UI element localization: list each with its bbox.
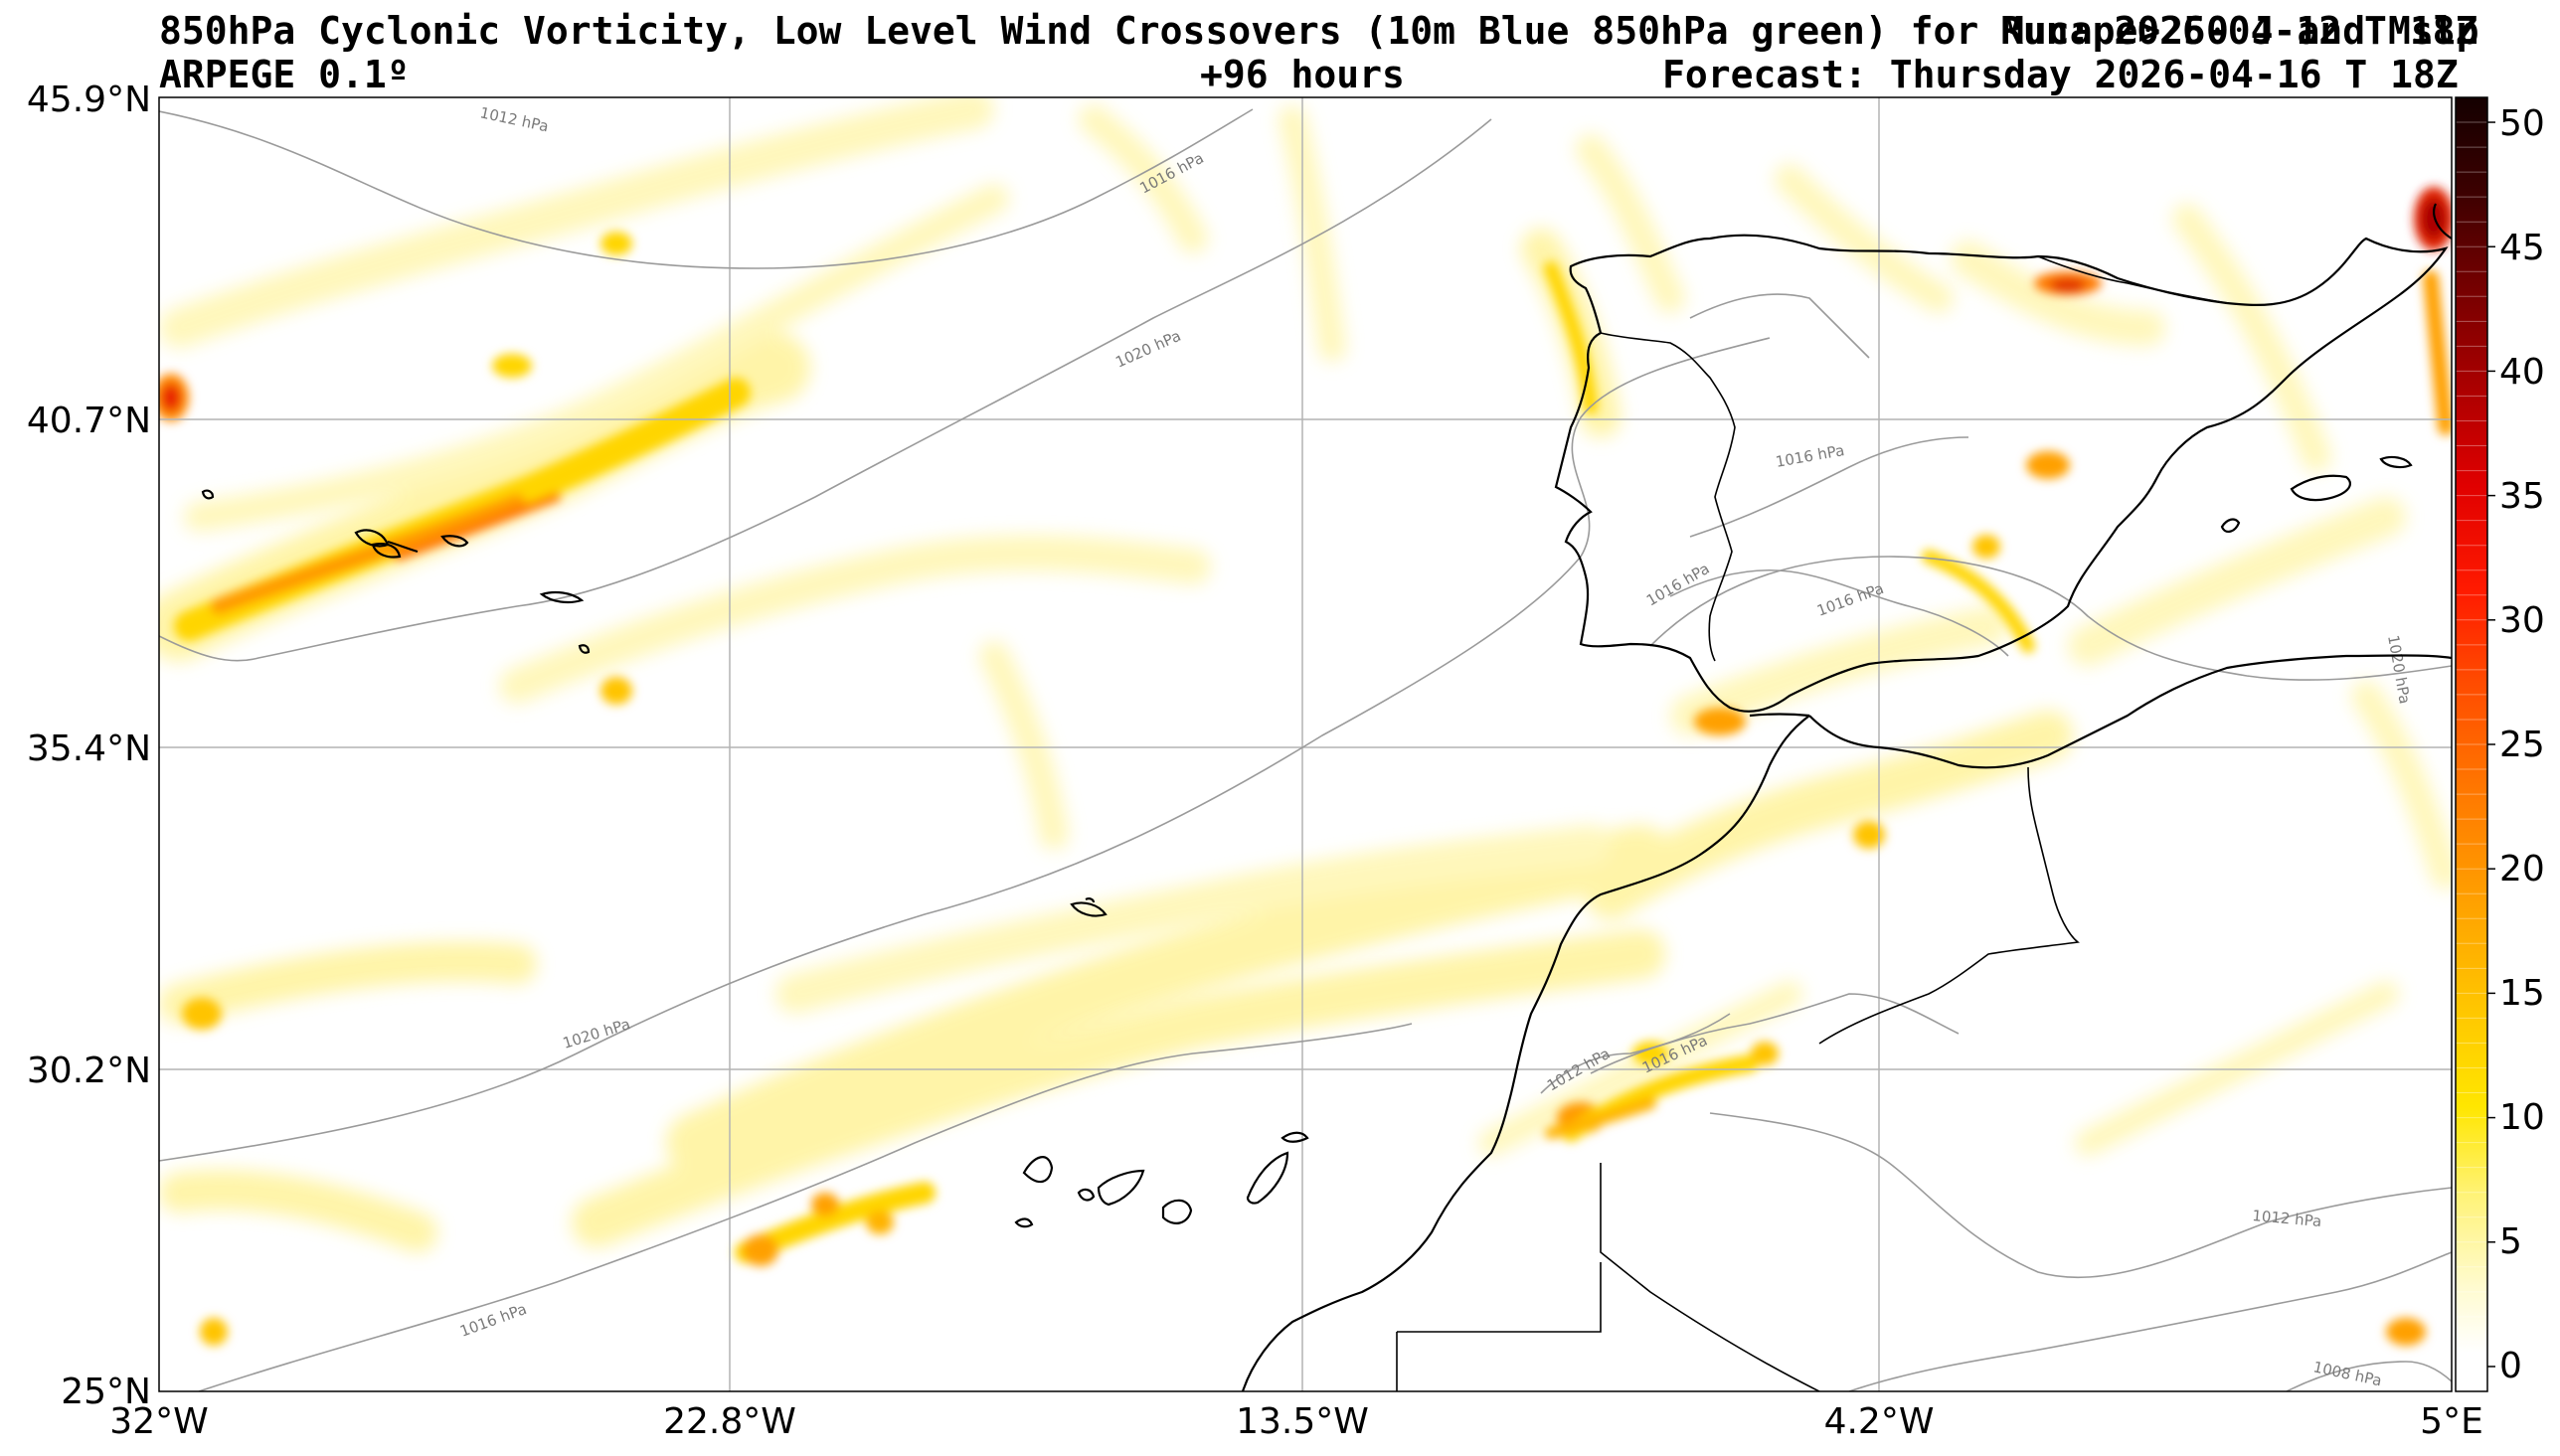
colorbar-label: 0	[2499, 1346, 2522, 1386]
colorbar-scale	[2456, 97, 2487, 1391]
colorbar-label: 5	[2499, 1221, 2522, 1262]
azores-5	[201, 489, 215, 500]
run-time-label: Run: 2026-04-12 T 18Z	[2000, 9, 2478, 53]
morocco-algeria-border	[1818, 766, 2080, 1045]
canary-5	[1246, 1151, 1289, 1205]
portugal-spain-border	[1600, 332, 1736, 662]
colorbar-label: 15	[2499, 973, 2545, 1014]
colorbar: 50 45 40 35 30 25 20 15 10 5 0	[2455, 96, 2545, 1392]
lon-label: 4.2°W	[1824, 1401, 1935, 1442]
azores-6	[539, 590, 585, 604]
africa-coast	[1241, 715, 1810, 1391]
canary-1	[1022, 1156, 1054, 1184]
strait-gibraltar	[1749, 713, 1810, 718]
isobars	[159, 108, 2452, 1391]
azores-3	[387, 540, 419, 554]
france-spain-border	[2037, 255, 2228, 304]
lon-label: 13.5°W	[1236, 1401, 1369, 1442]
colorbar-label: 40	[2499, 352, 2545, 393]
lon-label: 22.8°W	[663, 1401, 796, 1442]
forecast-time-label: Forecast: Thursday 2026-04-16 T 18Z	[1662, 53, 2459, 96]
azores-7	[578, 644, 591, 654]
model-label: ARPEGE 0.1º	[159, 53, 410, 96]
colorbar-label: 30	[2499, 600, 2545, 641]
colorbar-ticks	[2487, 121, 2495, 1368]
canary-3	[1097, 1169, 1145, 1207]
chart-title: 850hPa Cyclonic Vorticity, Low Level Win…	[159, 9, 2479, 53]
mediterranean-coast	[1808, 654, 2452, 769]
azores-4	[440, 535, 469, 548]
lon-label: 32°W	[109, 1401, 208, 1442]
madeira-2	[1085, 897, 1096, 903]
canary-4	[1161, 1199, 1193, 1224]
lat-label: 35.4°N	[27, 728, 151, 769]
balearic-3	[2220, 518, 2241, 533]
colorbar-label: 10	[2499, 1097, 2545, 1138]
balearic-1	[2290, 474, 2351, 502]
mauritania-border	[1397, 1262, 1602, 1333]
canary-2	[1077, 1188, 1096, 1202]
western-sahara-border	[1600, 1163, 1820, 1391]
borders	[1396, 255, 2228, 1391]
map-background	[159, 97, 2452, 1391]
vorticity-shading	[159, 97, 2452, 1346]
balearic-2	[2379, 455, 2413, 469]
colorbar-label: 35	[2499, 476, 2545, 517]
lead-time-label: +96 hours	[1200, 53, 1405, 96]
latitude-labels: 45.9°N 40.7°N 35.4°N 30.2°N 25°N	[27, 80, 151, 1412]
lat-label: 30.2°N	[27, 1051, 151, 1091]
map-frame	[158, 96, 2453, 1392]
colorbar-label: 45	[2499, 228, 2545, 268]
corsica-coast	[2433, 203, 2452, 240]
canary-7	[1014, 1217, 1034, 1228]
madeira	[1070, 901, 1108, 917]
lat-label: 45.9°N	[27, 80, 151, 120]
colorbar-label: 50	[2499, 103, 2545, 144]
colorbar-label: 20	[2499, 849, 2545, 890]
colorbar-label: 25	[2499, 725, 2545, 765]
azores-2	[371, 543, 402, 559]
lat-label: 40.7°N	[27, 401, 151, 441]
lon-label: 5°E	[2420, 1401, 2483, 1442]
coastlines	[201, 203, 2452, 1391]
canary-6	[1280, 1131, 1309, 1143]
iberia-coast	[1554, 234, 2449, 713]
longitude-labels: 32°W 22.8°W 13.5°W 4.2°W 5°E	[109, 1401, 2483, 1442]
lat-label: 25°N	[61, 1372, 151, 1412]
